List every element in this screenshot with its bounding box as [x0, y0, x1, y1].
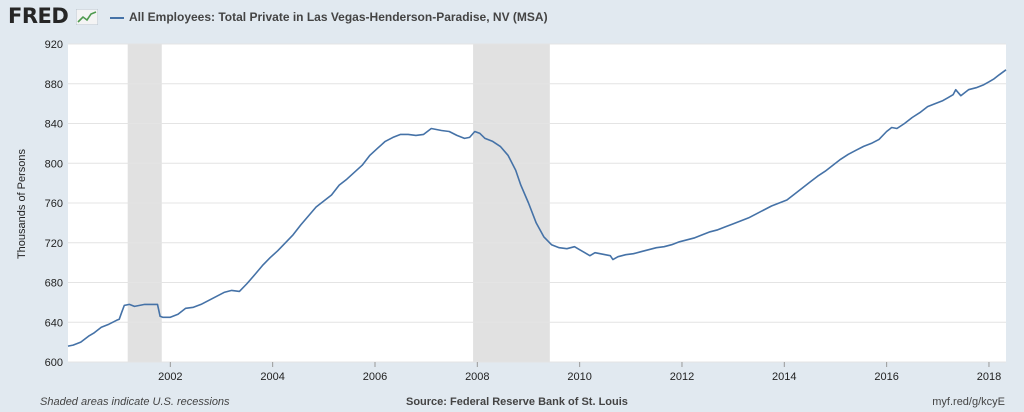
short-url-link[interactable]: myf.red/g/kcyE [932, 396, 1005, 408]
y-tick-label: 640 [45, 317, 63, 329]
x-tick-label: 2010 [567, 371, 591, 383]
x-tick-label: 2006 [363, 371, 387, 383]
y-axis-ticks: 600 640 680 720 760 800 840 880 920 [45, 39, 63, 369]
recession-note: Shaded areas indicate U.S. recessions [40, 396, 230, 408]
x-tick-label: 2012 [670, 371, 694, 383]
y-tick-label: 600 [45, 357, 63, 369]
legend-swatch [110, 17, 124, 19]
x-tick-label: 2002 [158, 371, 182, 383]
x-tick-label: 2008 [465, 371, 489, 383]
fred-logo[interactable]: FRED [8, 4, 69, 28]
y-tick-label: 760 [45, 198, 63, 210]
series-line [67, 69, 1007, 347]
y-tick-label: 680 [45, 278, 63, 290]
x-axis-ticks: 2002 2004 2006 2008 2010 2012 2014 2016 2018 [158, 362, 1001, 383]
y-tick-label: 800 [45, 158, 63, 170]
x-tick-label: 2016 [874, 371, 898, 383]
header: FRED All Employees: Total Private in Las… [0, 0, 1024, 34]
y-tick-label: 920 [45, 39, 63, 51]
y-axis-label: Thousands of Persons [16, 148, 28, 260]
gridlines [68, 43, 1006, 363]
y-tick-label: 840 [45, 119, 63, 131]
y-tick-label: 880 [45, 79, 63, 91]
y-tick-label: 720 [45, 238, 63, 250]
series-legend-label: All Employees: Total Private in Las Vega… [129, 10, 548, 24]
x-tick-label: 2004 [260, 371, 284, 383]
x-tick-label: 2018 [977, 371, 1001, 383]
source-text: Source: Federal Reserve Bank of St. Loui… [406, 396, 628, 408]
x-tick-label: 2014 [772, 371, 796, 383]
logo-graph-icon [76, 9, 98, 25]
